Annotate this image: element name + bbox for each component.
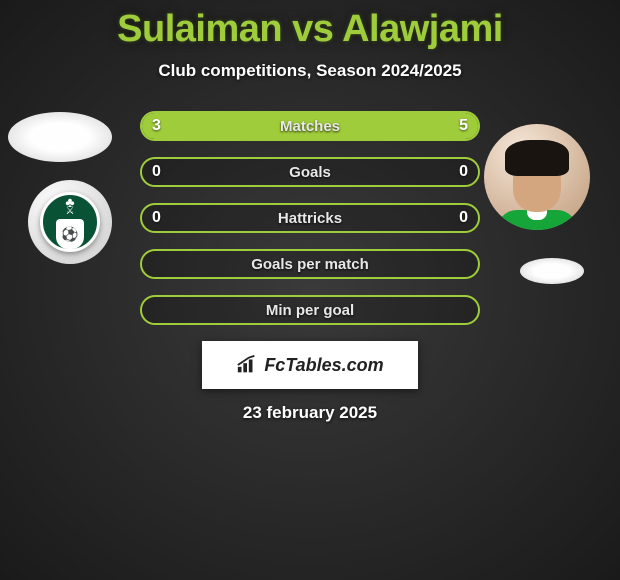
page-title: Sulaiman vs Alawjami — [0, 0, 620, 51]
stat-row-goals: 0 Goals 0 — [140, 157, 480, 187]
stat-value-left: 0 — [152, 209, 161, 227]
shield-icon: ⚽ — [56, 219, 84, 249]
stat-value-right: 0 — [459, 163, 468, 181]
stat-label: Goals per match — [251, 256, 369, 273]
stat-label: Goals — [289, 164, 331, 181]
stat-value-left: 3 — [152, 117, 161, 135]
player-left-club-badge: ♣ ⚔ ⚽ — [28, 180, 112, 264]
stat-row-matches: 3 Matches 5 — [140, 111, 480, 141]
logo-box[interactable]: FcTables.com — [202, 341, 418, 389]
stat-value-right: 5 — [459, 117, 468, 135]
stat-label: Min per goal — [266, 302, 354, 319]
stat-label: Matches — [280, 118, 340, 135]
stat-row-min-per-goal: Min per goal — [140, 295, 480, 325]
stat-value-left: 0 — [152, 163, 161, 181]
player-right-avatar — [484, 124, 590, 230]
player-portrait-icon — [497, 140, 577, 230]
club-crest-icon: ♣ ⚔ ⚽ — [40, 192, 100, 252]
stat-row-hattricks: 0 Hattricks 0 — [140, 203, 480, 233]
subtitle: Club competitions, Season 2024/2025 — [0, 61, 620, 81]
logo-text: FcTables.com — [264, 355, 383, 376]
stat-label: Hattricks — [278, 210, 342, 227]
player-left-avatar — [8, 112, 112, 162]
player-right-club-badge — [520, 258, 584, 284]
stat-value-right: 0 — [459, 209, 468, 227]
date-label: 23 february 2025 — [0, 403, 620, 423]
swords-icon: ⚔ — [66, 207, 75, 217]
bar-chart-icon — [236, 355, 258, 375]
stat-row-goals-per-match: Goals per match — [140, 249, 480, 279]
stats-container: 3 Matches 5 0 Goals 0 0 Hattricks 0 Goal… — [140, 111, 480, 325]
